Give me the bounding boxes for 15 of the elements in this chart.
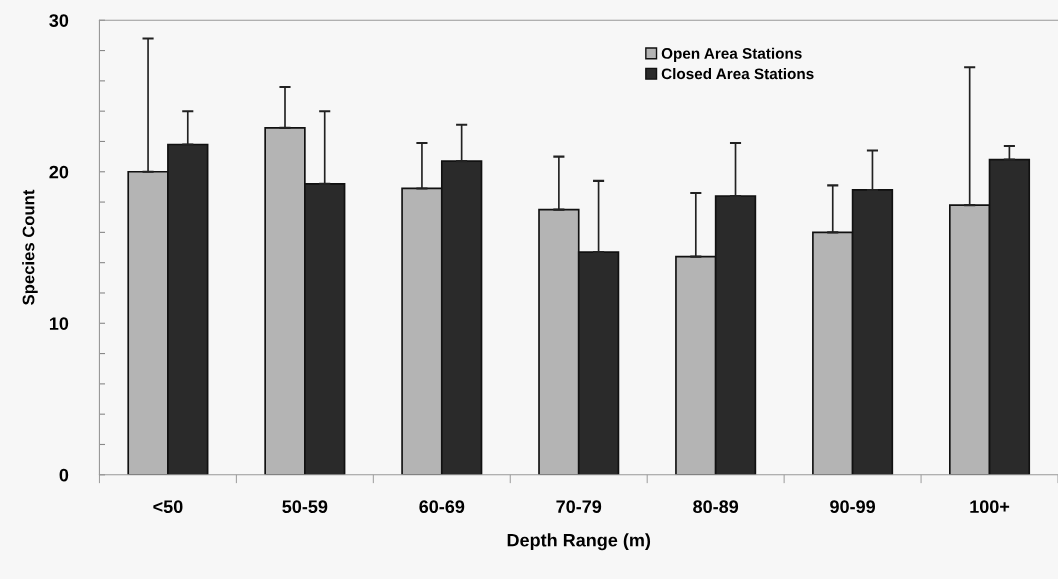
x-tick-label: 70-79	[556, 500, 602, 514]
y-tick-label: 10	[49, 317, 69, 330]
x-axis-title: Depth Range (m)	[507, 533, 651, 551]
y-tick-label: 20	[49, 165, 69, 179]
x-tick-label: <50	[153, 500, 183, 514]
legend-label: Closed Area Stations	[661, 68, 814, 80]
y-tick-label: 0	[59, 468, 69, 482]
x-tick-label: 80-89	[693, 500, 739, 514]
x-tick-label: 60-69	[419, 500, 465, 514]
y-axis-title: Species Count	[22, 189, 38, 305]
x-tick-label: 100+	[970, 500, 1010, 514]
legend-label: Open Area Stations	[661, 47, 802, 62]
x-tick-label: 50-59	[282, 500, 328, 514]
x-tick-label: 90-99	[830, 500, 876, 514]
y-tick-label: 30	[49, 14, 69, 28]
